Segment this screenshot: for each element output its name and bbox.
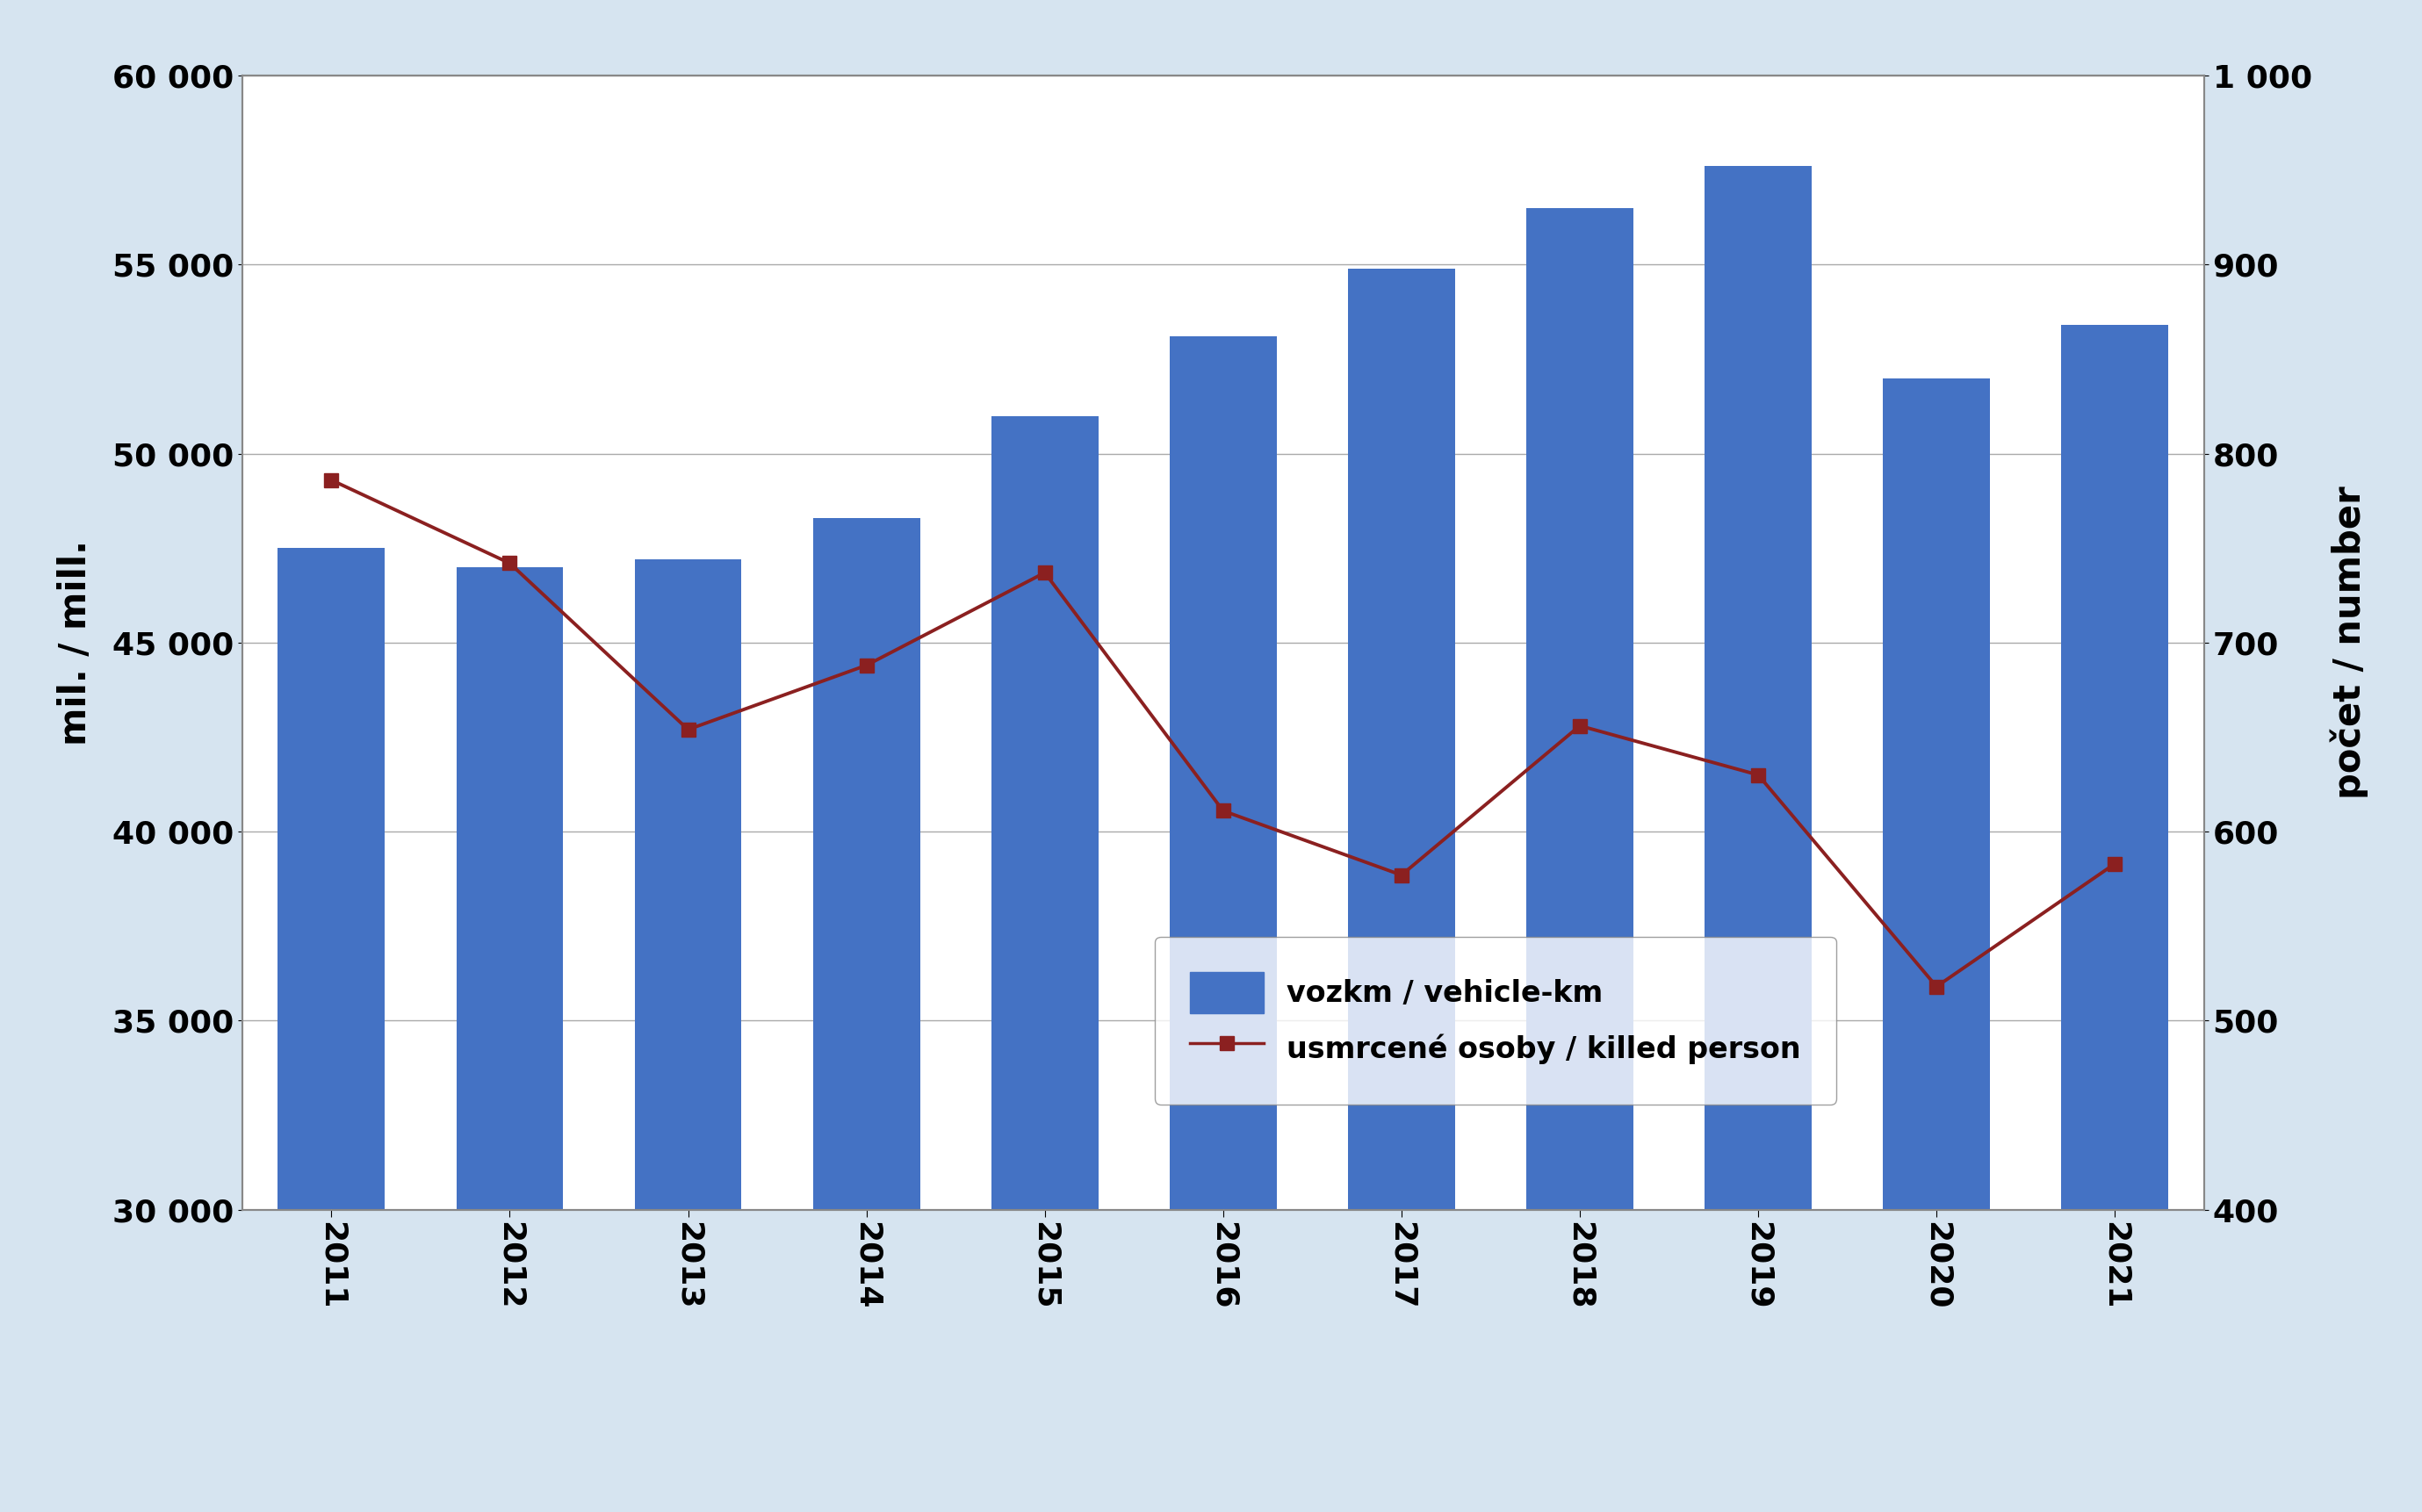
Bar bbox=[455, 567, 564, 1512]
Legend: vozkm / vehicle-km, usmrcené osoby / killed person: vozkm / vehicle-km, usmrcené osoby / kil… bbox=[1155, 936, 1836, 1104]
Bar bbox=[1705, 166, 1812, 1512]
Bar bbox=[991, 416, 1097, 1512]
Bar bbox=[1882, 378, 1991, 1512]
Y-axis label: počet / number: počet / number bbox=[2330, 485, 2369, 800]
Bar bbox=[1170, 336, 1276, 1512]
Y-axis label: mil. / mill.: mil. / mill. bbox=[58, 540, 94, 745]
Bar bbox=[279, 547, 385, 1512]
Bar bbox=[1349, 269, 1456, 1512]
Bar bbox=[2061, 325, 2168, 1512]
Bar bbox=[814, 517, 920, 1512]
Bar bbox=[1526, 207, 1632, 1512]
Bar bbox=[635, 559, 741, 1512]
